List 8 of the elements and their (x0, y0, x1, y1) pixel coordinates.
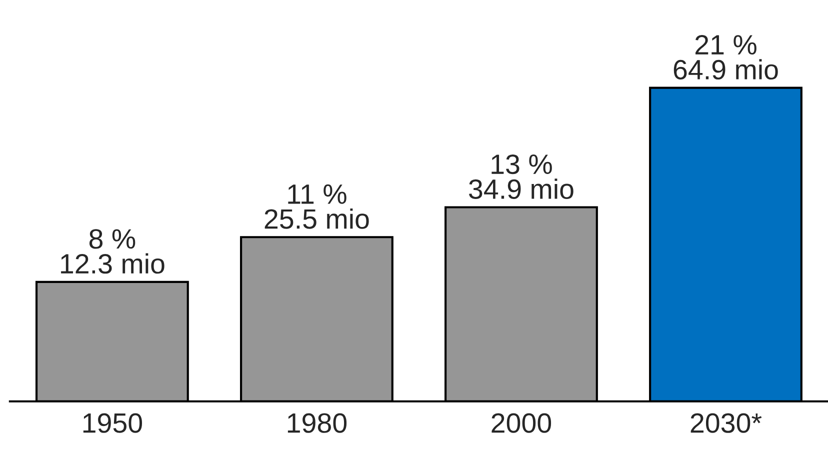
x-tick-label: 2000 (492, 413, 552, 433)
data-label: 13 % 34.9 mio (469, 154, 574, 199)
x-tick-label: 1980 (288, 413, 347, 433)
x-tick-label: 2030* (690, 413, 762, 433)
data-label: 8 % 12.3 mio (61, 229, 164, 274)
data-label: 11 % 25.5 mio (264, 184, 369, 229)
data-label: 21 % 64.9 mio (674, 34, 778, 80)
x-tick-label: 1950 (83, 413, 142, 433)
